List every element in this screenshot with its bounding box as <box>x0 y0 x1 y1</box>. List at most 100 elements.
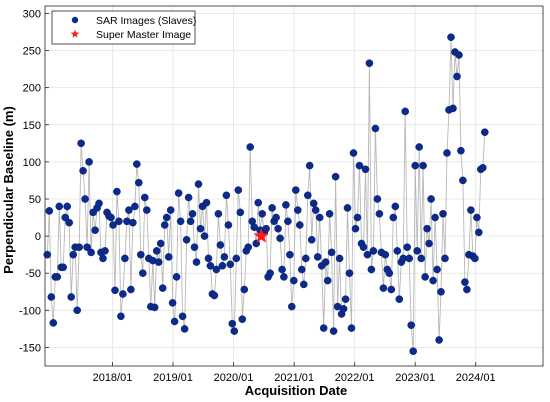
slave-point <box>69 250 77 259</box>
slaves-connector-line <box>46 37 486 352</box>
slave-point <box>266 269 274 278</box>
y-axis-label: Perpendicular Baseline (m) <box>1 106 16 274</box>
slave-point <box>455 51 463 59</box>
x-tick-label: 2020/01 <box>214 372 254 384</box>
slave-point <box>196 224 205 233</box>
slave-point <box>166 206 175 214</box>
slave-point <box>291 186 300 194</box>
slave-point <box>471 254 479 263</box>
slave-point <box>140 193 149 202</box>
slave-point <box>379 284 388 292</box>
slave-point <box>162 213 171 222</box>
slave-point <box>47 293 56 301</box>
y-tick-label: 300 <box>23 8 41 20</box>
slave-point <box>238 315 247 324</box>
slave-point <box>101 247 109 255</box>
legend-master-marker <box>70 29 80 38</box>
slave-point <box>423 224 431 233</box>
y-tick-label: 50 <box>29 194 41 206</box>
slave-point <box>107 213 115 222</box>
slave-point <box>401 107 410 116</box>
slave-point <box>202 198 211 207</box>
slave-point <box>91 226 99 234</box>
slave-point <box>369 247 378 255</box>
slave-point <box>457 146 465 155</box>
slave-point <box>95 199 103 208</box>
slave-point <box>353 213 362 222</box>
slave-point <box>301 254 310 263</box>
slave-point <box>387 285 396 294</box>
x-tick-label: 2019/01 <box>153 372 193 384</box>
slave-point <box>186 217 195 226</box>
slave-point <box>206 261 215 270</box>
slave-point <box>262 224 270 233</box>
slave-point <box>178 312 187 321</box>
slave-point <box>419 161 427 170</box>
slave-point <box>250 223 258 231</box>
y-tick-label: 200 <box>23 83 41 95</box>
slave-point <box>87 248 95 257</box>
slave-point <box>447 33 455 42</box>
slave-point <box>359 243 368 251</box>
y-tick-label: -100 <box>19 305 41 317</box>
slave-point <box>230 327 239 335</box>
slave-point <box>158 284 167 292</box>
x-tick-label: 2018/01 <box>93 372 133 384</box>
slave-point <box>474 228 483 237</box>
slave-point <box>216 241 225 249</box>
slave-point <box>431 213 439 222</box>
slave-point <box>407 321 416 330</box>
slave-point <box>363 250 372 259</box>
slave-point <box>99 254 107 263</box>
slave-point <box>385 269 394 278</box>
slave-point <box>132 160 141 168</box>
slave-point <box>119 290 127 298</box>
slave-point <box>276 234 284 243</box>
slave-point <box>433 265 441 274</box>
slave-point <box>459 176 467 185</box>
slave-point <box>109 221 117 229</box>
slave-point <box>343 204 352 212</box>
slave-point <box>53 273 62 281</box>
slave-point <box>435 336 443 344</box>
slave-point <box>331 172 340 181</box>
slave-point <box>156 239 165 248</box>
slave-point <box>286 250 294 259</box>
slave-point <box>61 213 69 222</box>
slave-point <box>152 247 161 255</box>
slave-point <box>113 187 121 196</box>
slave-point <box>204 254 213 263</box>
x-tick-label: 2022/01 <box>335 372 375 384</box>
slave-point <box>339 304 348 313</box>
master-point <box>253 228 269 243</box>
legend-master-label: Super Master Image <box>96 29 191 41</box>
legend-box <box>51 10 196 45</box>
slave-point <box>274 224 282 233</box>
legend-slave-label: SAR Images (Slaves) <box>96 15 196 27</box>
slave-point <box>190 243 199 251</box>
y-tick-label: 150 <box>23 120 41 132</box>
slave-point <box>79 166 87 175</box>
slave-point <box>439 209 447 218</box>
slave-point <box>184 193 193 202</box>
slave-point <box>182 235 191 244</box>
slave-point <box>55 202 64 211</box>
slave-point <box>254 198 263 207</box>
slave-point <box>176 217 185 226</box>
slave-point <box>313 253 322 261</box>
y-tick-label: 250 <box>23 46 41 58</box>
y-tick-label: 100 <box>23 157 41 169</box>
slave-point <box>335 254 344 263</box>
slave-point <box>49 319 58 327</box>
slave-point <box>210 291 219 300</box>
x-tick-label: 2023/01 <box>395 372 435 384</box>
slave-point <box>188 209 197 218</box>
slave-point <box>170 317 179 326</box>
slave-point <box>315 213 324 222</box>
slave-point <box>284 217 292 226</box>
slave-point <box>449 104 457 113</box>
slave-point <box>127 285 135 294</box>
slave-point <box>226 260 235 269</box>
slave-point <box>345 269 354 278</box>
slave-point <box>228 319 237 328</box>
